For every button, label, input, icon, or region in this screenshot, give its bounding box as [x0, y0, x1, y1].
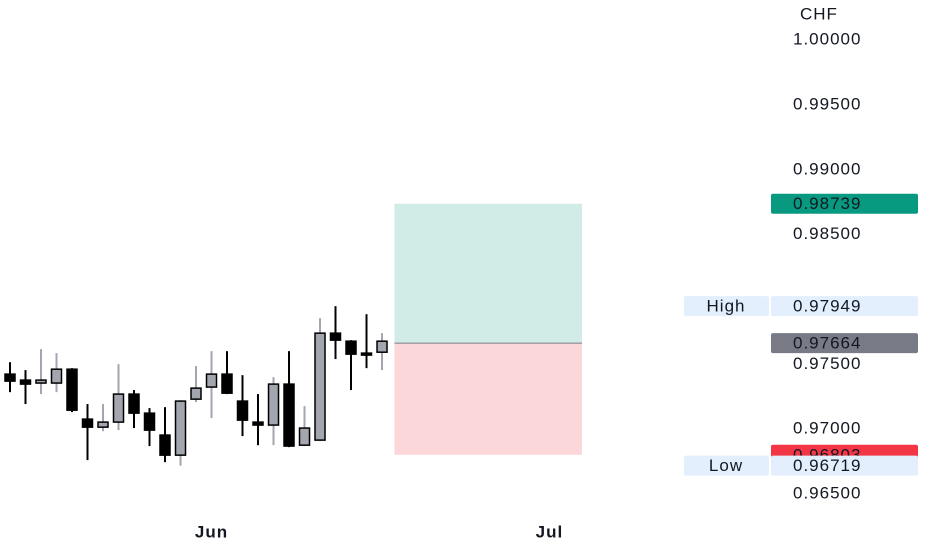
candle-body — [298, 427, 311, 446]
price-label-bg — [771, 333, 918, 354]
candle-body — [221, 373, 233, 394]
extreme-name: High — [707, 297, 746, 316]
extreme-value: 0.97949 — [793, 297, 861, 316]
price-label: 0.97664 — [793, 334, 861, 353]
price-label-bg — [771, 193, 918, 214]
candle-body — [329, 332, 342, 341]
candle-body — [128, 393, 140, 414]
candle-body — [35, 379, 47, 384]
y-tick-label: 0.96500 — [793, 484, 861, 503]
candle-body — [360, 352, 373, 356]
y-tick-label: 1.00000 — [793, 30, 861, 49]
extreme-value: 0.96719 — [793, 456, 861, 475]
candle-body — [345, 340, 357, 355]
candle-body — [236, 400, 249, 421]
y-tick-label: 0.97000 — [793, 419, 861, 438]
y-tick-label: 0.99000 — [793, 159, 861, 178]
extreme-name-bg — [684, 296, 769, 317]
x-tick-label: Jul — [536, 522, 564, 541]
candle-body — [376, 340, 388, 353]
y-tick-label: 0.99500 — [793, 95, 861, 114]
y-tick-label: 0.98500 — [793, 224, 861, 243]
extreme-name: Low — [709, 456, 743, 475]
candle-body — [190, 387, 202, 400]
candle-body — [97, 421, 109, 428]
candle-body — [205, 373, 218, 388]
candle-body — [81, 418, 94, 428]
extreme-value-bg — [771, 455, 918, 476]
candle-body — [267, 383, 280, 426]
extreme-name-bg — [684, 455, 769, 476]
profit-zone — [394, 203, 582, 344]
candle-body — [112, 393, 125, 423]
candle-body — [66, 368, 78, 411]
price-label: 0.98739 — [793, 194, 861, 213]
axis-unit: CHF — [800, 4, 838, 23]
candle-body — [159, 434, 171, 456]
candle-body — [4, 373, 16, 382]
candle-body — [19, 379, 32, 385]
candle-body — [314, 332, 326, 441]
loss-zone — [394, 343, 582, 455]
candle-body — [50, 368, 63, 384]
extreme-value-bg — [771, 296, 918, 317]
candle-body — [283, 383, 295, 447]
x-tick-label: Jun — [195, 522, 228, 541]
candle-body — [252, 421, 264, 426]
candle-body — [143, 412, 156, 431]
candle-body — [174, 400, 187, 456]
y-tick-label: 0.97500 — [793, 354, 861, 373]
